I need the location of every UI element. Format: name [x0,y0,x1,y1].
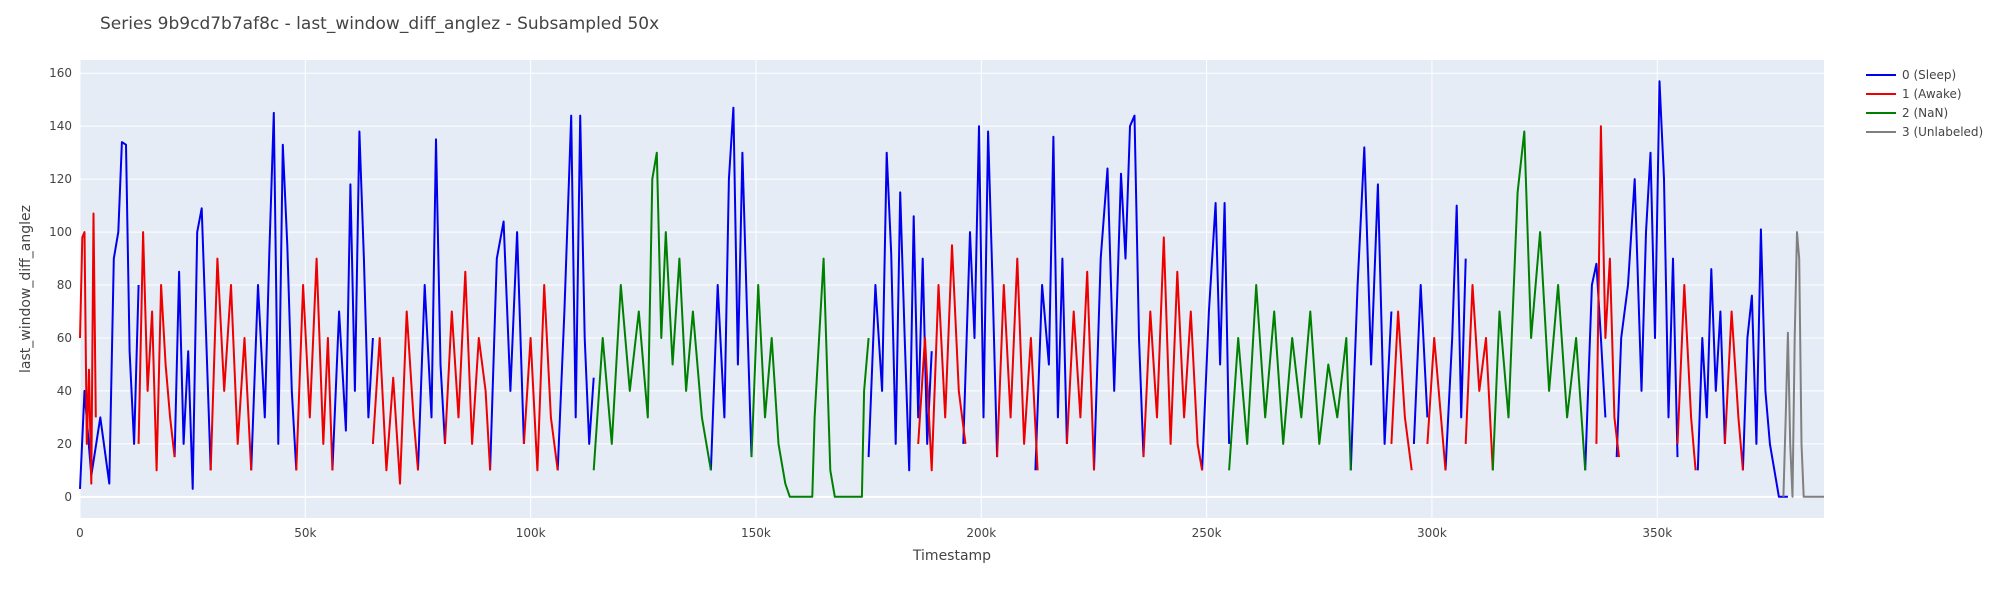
series-line-segment [996,257,1039,471]
series-line-segment [1615,80,1679,458]
series-line-segment [1412,284,1429,444]
series-line-segment [79,212,97,485]
series-line-segment [173,207,212,490]
series-line-segment [1142,236,1204,471]
series-line-segment [417,138,446,471]
series-0 [79,80,1788,498]
x-tick-label: 200k [966,526,996,540]
series-line-segment [331,130,374,471]
y-tick-label: 140 [49,119,72,133]
x-tick-label: 350k [1642,526,1672,540]
series-line-segment [917,244,967,472]
series-line-segment [1034,135,1068,471]
series-line-segment [1696,268,1726,471]
x-axis-label: Timestamp [912,548,991,564]
legend-label: 0 (Sleep) [1902,68,1956,82]
series-line-segment [1201,202,1231,471]
x-tick-label: 150k [741,526,771,540]
y-tick-label: 80 [57,278,72,292]
x-tick-label: 300k [1417,526,1447,540]
series-line-segment [371,310,419,485]
y-axis-label: last_window_diff_anglez [18,205,34,373]
series-line-segment [250,111,298,471]
series-line-segment [1390,310,1413,471]
series-line-segment [1093,114,1145,471]
series-line-segment [556,114,595,471]
series-lines [79,80,1824,498]
series-line-segment [1464,284,1494,471]
series-line-segment [137,231,176,472]
legend[interactable]: 0 (Sleep) 1 (Awake) 2 (NaN) 3 (Unlabeled) [1866,68,1983,139]
series-line-segment [295,257,334,471]
y-tick-label: 20 [57,437,72,451]
series-line-segment [1676,284,1697,471]
series-2 [592,130,1587,498]
y-tick-label: 100 [49,225,72,239]
legend-item[interactable]: 2 (NaN) [1866,106,1948,120]
plot-area [80,60,1824,518]
x-tick-label: 250k [1192,526,1222,540]
series-line-segment [592,151,712,471]
series-3 [1782,231,1824,498]
series-line-segment [1723,310,1744,471]
series-line-segment [1741,228,1788,498]
series-line-segment [1065,270,1095,471]
series-line-segment [444,270,492,471]
series-line-segment [1444,204,1467,471]
series-line-segment [1349,146,1393,471]
chart-title: Series 9b9cd7b7af8c - last_window_diff_a… [100,14,659,34]
legend-label: 1 (Awake) [1902,87,1962,101]
x-tick-label: 50k [294,526,316,540]
y-tick-label: 0 [64,490,72,504]
y-axis-ticks: 0 20 40 60 80 100 120 140 160 [49,66,72,504]
x-tick-label: 100k [516,526,546,540]
series-1 [79,125,1744,485]
series-line-segment [1228,284,1352,471]
series-line-segment [209,257,253,471]
series-line-segment [522,284,559,472]
series-line-segment [1584,262,1607,471]
y-tick-label: 160 [49,66,72,80]
series-line-segment [867,151,933,472]
series-line-segment [489,220,525,471]
y-tick-label: 40 [57,384,72,398]
x-axis-ticks: 0 50k 100k 150k 200k 250k 300k 350k [76,526,1672,540]
legend-item[interactable]: 1 (Awake) [1866,87,1962,101]
series-line-segment [709,106,753,471]
y-tick-label: 120 [49,172,72,186]
legend-item[interactable]: 3 (Unlabeled) [1866,125,1983,139]
series-line-segment [750,257,870,498]
series-line-segment [962,125,999,458]
x-tick-label: 0 [76,526,84,540]
series-line-segment [1595,125,1620,458]
legend-label: 3 (Unlabeled) [1902,125,1983,139]
series-line-segment [1426,337,1447,471]
legend-item[interactable]: 0 (Sleep) [1866,68,1956,82]
series-line-segment [1782,231,1824,498]
y-tick-label: 60 [57,331,72,345]
legend-label: 2 (NaN) [1902,106,1948,120]
series-line-segment [1491,130,1587,471]
